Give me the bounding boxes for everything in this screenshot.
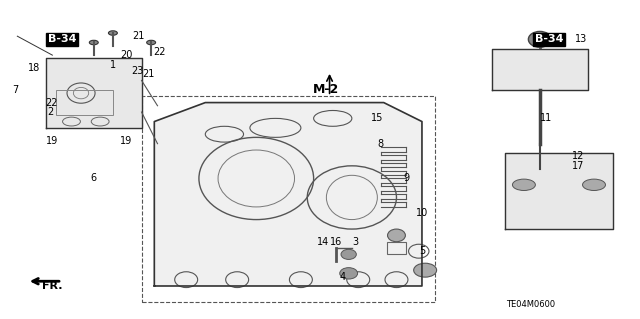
Ellipse shape bbox=[388, 229, 405, 242]
Text: TE04M0600: TE04M0600 bbox=[506, 300, 555, 309]
Text: 9: 9 bbox=[403, 174, 409, 183]
Text: 5: 5 bbox=[419, 246, 425, 256]
Text: B-34: B-34 bbox=[535, 34, 564, 44]
Text: M-2: M-2 bbox=[313, 84, 339, 96]
Text: 22: 22 bbox=[153, 47, 166, 57]
Ellipse shape bbox=[513, 179, 536, 190]
Text: 11: 11 bbox=[540, 113, 552, 123]
Polygon shape bbox=[505, 153, 613, 229]
Ellipse shape bbox=[341, 249, 356, 259]
Text: 19: 19 bbox=[120, 136, 132, 145]
Text: 6: 6 bbox=[91, 174, 97, 183]
Text: FR.: FR. bbox=[42, 281, 63, 291]
Polygon shape bbox=[154, 103, 422, 286]
Text: 17: 17 bbox=[572, 161, 584, 171]
Text: 16: 16 bbox=[330, 237, 342, 247]
Text: 3: 3 bbox=[352, 237, 358, 247]
Text: 7: 7 bbox=[12, 85, 19, 95]
Text: 4: 4 bbox=[339, 271, 346, 281]
Ellipse shape bbox=[147, 40, 156, 45]
Text: 14: 14 bbox=[317, 237, 330, 247]
Polygon shape bbox=[46, 58, 141, 128]
Ellipse shape bbox=[529, 32, 551, 47]
Text: 15: 15 bbox=[371, 113, 383, 123]
Text: 10: 10 bbox=[416, 208, 428, 218]
Ellipse shape bbox=[90, 40, 99, 45]
Text: 13: 13 bbox=[575, 34, 588, 44]
Text: 1: 1 bbox=[110, 60, 116, 70]
Text: 2: 2 bbox=[47, 107, 54, 117]
Bar bbox=[387, 242, 406, 254]
Text: 23: 23 bbox=[131, 66, 143, 76]
Text: 12: 12 bbox=[572, 151, 584, 161]
Text: 18: 18 bbox=[28, 63, 41, 73]
Text: B-34: B-34 bbox=[47, 34, 76, 44]
Polygon shape bbox=[492, 49, 588, 90]
Ellipse shape bbox=[340, 268, 358, 279]
Text: 21: 21 bbox=[142, 69, 154, 79]
Text: 20: 20 bbox=[121, 50, 133, 60]
Text: 19: 19 bbox=[46, 136, 58, 145]
Bar bbox=[56, 90, 113, 115]
Text: 8: 8 bbox=[378, 139, 383, 149]
Ellipse shape bbox=[413, 263, 436, 277]
Text: 21: 21 bbox=[132, 31, 145, 41]
Text: 22: 22 bbox=[45, 98, 58, 108]
Ellipse shape bbox=[582, 179, 605, 190]
Ellipse shape bbox=[108, 31, 117, 35]
